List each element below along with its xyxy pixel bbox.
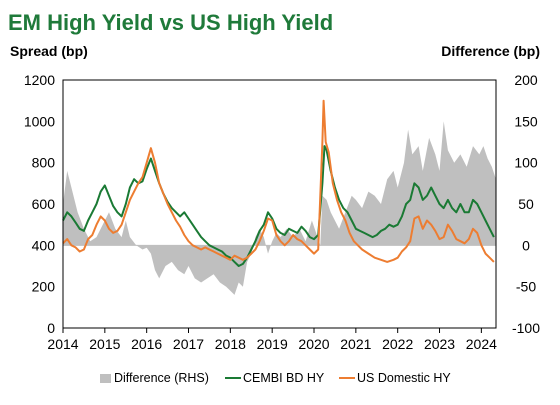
- left-tick-label: 1200: [24, 72, 55, 88]
- left-tick-label: 1000: [24, 113, 55, 129]
- legend-label: US Domestic HY: [357, 371, 451, 385]
- left-axis-title: Spread (bp): [10, 43, 88, 59]
- left-tick-label: 200: [32, 279, 56, 295]
- right-tick-label: -50: [516, 279, 536, 295]
- legend-label: CEMBI BD HY: [243, 371, 325, 385]
- left-tick-label: 600: [32, 196, 56, 212]
- right-tick-label: 200: [514, 72, 538, 88]
- x-tick-label: 2014: [47, 336, 78, 352]
- x-tick-label: 2018: [215, 336, 246, 352]
- right-axis-ticks: -100 -50 0 50 100 150 200: [512, 72, 540, 336]
- left-axis-ticks: 0 200 400 600 800 1000 1200: [24, 72, 55, 336]
- difference-area-layer: [63, 121, 496, 295]
- legend-label: Difference (RHS): [114, 371, 209, 385]
- right-tick-label: -100: [512, 320, 540, 336]
- plot-area: [62, 79, 497, 329]
- right-tick-label: 0: [522, 237, 530, 253]
- x-axis-ticks: 2014 2015 2016 2017 2018 2019 2020 2021 2022 2023…: [47, 328, 497, 352]
- right-tick-label: 50: [518, 196, 534, 212]
- right-tick-label: 100: [514, 155, 538, 171]
- x-tick-label: 2020: [298, 336, 329, 352]
- left-tick-label: 0: [47, 320, 55, 336]
- x-tick-label: 2021: [340, 336, 371, 352]
- legend-swatch-area: [100, 374, 111, 383]
- us-domestic-hy-line: [62, 99, 495, 263]
- left-tick-label: 800: [32, 155, 56, 171]
- x-tick-label: 2024: [466, 336, 497, 352]
- x-tick-label: 2022: [382, 336, 413, 352]
- right-axis-title: Difference (bp): [441, 43, 540, 59]
- x-tick-label: 2023: [424, 336, 455, 352]
- x-tick-label: 2017: [173, 336, 204, 352]
- x-tick-label: 2015: [89, 336, 120, 352]
- cembi-bd-hy-line: [62, 145, 495, 267]
- difference-rhs-area: [63, 121, 496, 295]
- x-tick-label: 2016: [131, 336, 162, 352]
- chart-title: EM High Yield vs US High Yield: [8, 10, 333, 35]
- left-tick-label: 400: [32, 237, 56, 253]
- plot-frame: [62, 79, 497, 329]
- spread-lines-layer: [62, 99, 495, 267]
- legend: Difference (RHS) CEMBI BD HY US Domestic H…: [100, 371, 451, 385]
- right-tick-label: 150: [514, 113, 538, 129]
- x-tick-label: 2019: [257, 336, 288, 352]
